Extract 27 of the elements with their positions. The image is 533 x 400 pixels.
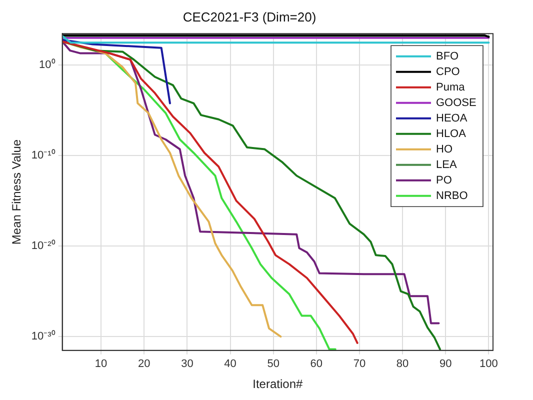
y-tick-label: 10⁻¹⁰ (31, 148, 56, 162)
x-axis-title: Iteration# (252, 377, 303, 392)
y-tick-label: 10⁻³⁰ (31, 330, 56, 343)
legend-label: HEOA (436, 112, 468, 124)
legend-label: BFO (436, 50, 460, 62)
y-axis-title: Mean Fitness Value (10, 139, 24, 245)
legend-label: HLOA (436, 128, 467, 140)
legend-label: GOOSE (436, 96, 476, 109)
x-tick-label: 20 (138, 358, 150, 370)
legend-label: PO (436, 174, 452, 186)
x-tick-label: 50 (267, 358, 280, 370)
legend-label: NRBO (436, 190, 468, 202)
y-tick-label: 10⁰ (39, 58, 56, 72)
legend-label: LEA (436, 158, 458, 171)
x-tick-label: 70 (353, 358, 366, 370)
chart-title: CEC2021-F3 (Dim=20) (182, 9, 316, 24)
x-tick-label: 30 (181, 358, 194, 370)
y-tick-label: 10⁻²⁰ (31, 239, 56, 252)
x-tick-label: 60 (310, 358, 323, 370)
x-tick-label: 90 (440, 358, 452, 370)
legend-label: Puma (436, 81, 466, 94)
x-tick-label: 10 (94, 358, 108, 370)
x-tick-label: 40 (224, 358, 236, 370)
legend-label: HO (436, 143, 453, 156)
x-tick-label: 80 (396, 358, 409, 370)
legend-label: CPO (436, 66, 460, 78)
x-tick-label: 100 (480, 358, 498, 370)
